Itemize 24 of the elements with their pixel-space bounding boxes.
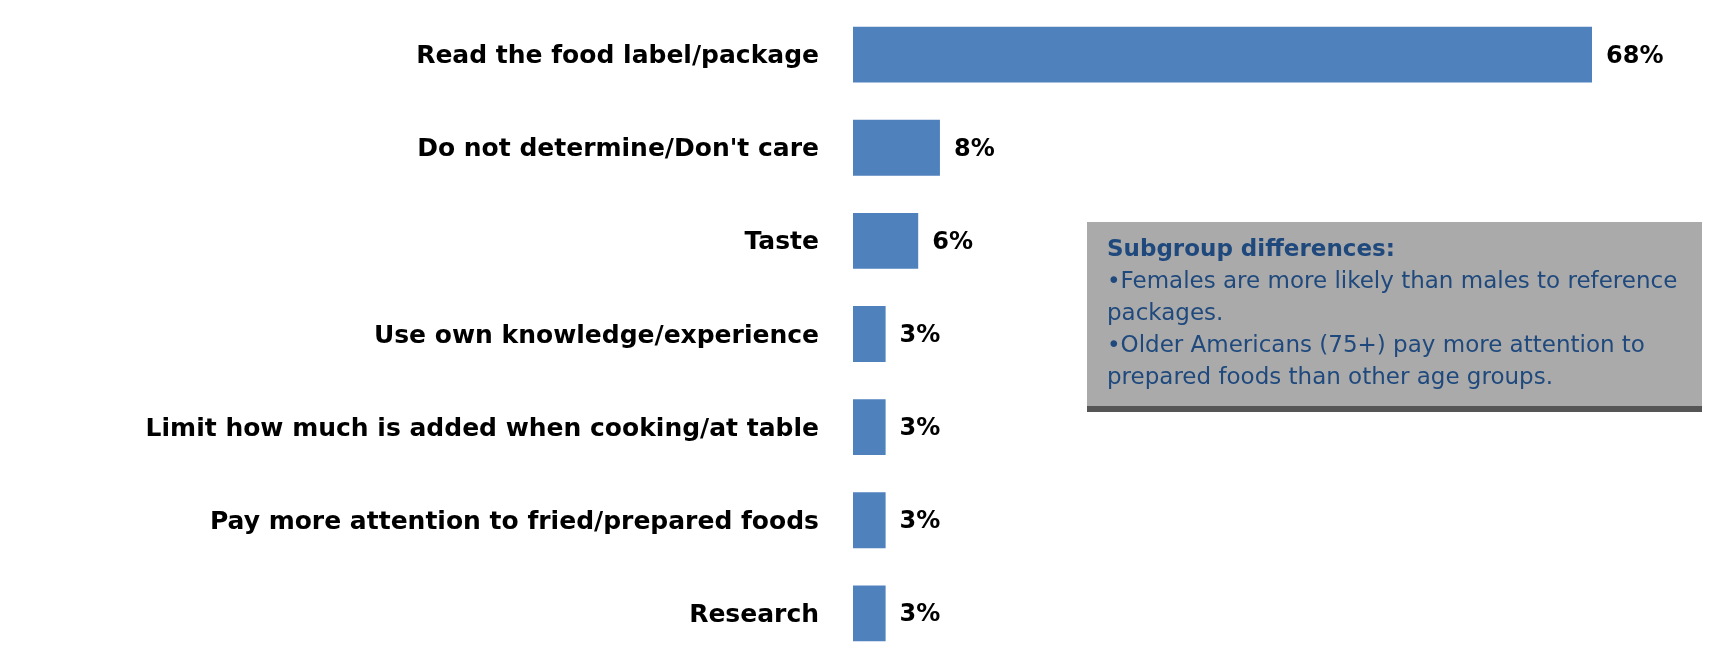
data-label: 3%	[899, 413, 941, 442]
data-label: 6%	[932, 226, 973, 255]
y-tick-label: Do not determine/Don't care	[417, 133, 819, 163]
data-label: 3%	[899, 599, 941, 628]
annotation: Subgroup differences:	[1107, 234, 1396, 263]
bar	[853, 26, 1592, 83]
y-tick-label: Pay more attention to fried/prepared foods	[209, 505, 819, 535]
bar	[853, 492, 886, 549]
y-tick-label: Research	[689, 598, 819, 628]
bar	[853, 585, 886, 642]
data-label: 68%	[1606, 40, 1664, 69]
y-tick-label: Use own knowledge/experience	[373, 319, 819, 349]
bar	[853, 399, 886, 456]
annotation: •Females are more likely than males to reference packages.	[1107, 266, 1679, 327]
y-tick-label: Taste	[744, 226, 819, 256]
data-label: 3%	[899, 506, 941, 535]
bar	[853, 119, 940, 176]
data-label: 3%	[899, 320, 941, 348]
bar	[853, 212, 919, 269]
y-tick-label: Limit how much is added when cooking/at table	[145, 412, 819, 442]
data-label: 8%	[953, 133, 995, 162]
y-tick-label: Read the food label/package	[416, 40, 819, 70]
bar	[853, 306, 886, 362]
annotation: •Older Americans (75+) pay more attention to prepared foods than other age groups.	[1107, 330, 1646, 391]
